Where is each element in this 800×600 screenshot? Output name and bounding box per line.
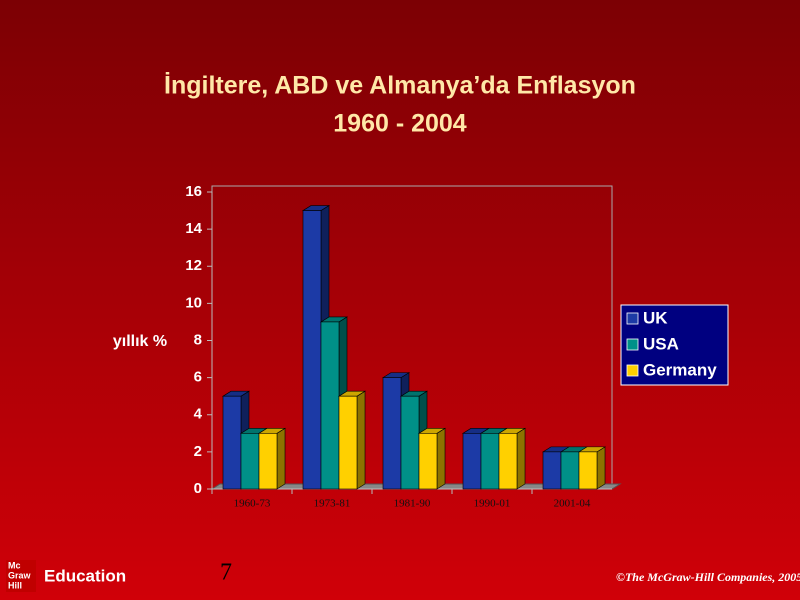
bar — [257, 427, 287, 490]
logo-text: Mc — [8, 560, 21, 570]
bar — [577, 446, 607, 490]
logo-text: Hill — [8, 580, 22, 590]
logo-name: Education — [44, 566, 126, 585]
y-tick-label: 2 — [194, 443, 202, 460]
bar-front — [382, 377, 402, 490]
y-tick-label: 6 — [194, 369, 202, 386]
y-tick-label: 16 — [185, 183, 202, 200]
x-tick-label: 1973-81 — [314, 498, 351, 510]
legend-label: Germany — [643, 360, 717, 379]
x-tick-label: 1990-01 — [474, 498, 511, 510]
bar — [497, 427, 527, 490]
y-tick-label: 14 — [185, 220, 202, 237]
x-tick-label: 1960-73 — [234, 498, 271, 510]
y-tick-label: 4 — [194, 406, 203, 423]
bar-front — [542, 451, 562, 490]
bar-front — [222, 395, 242, 490]
bar-front — [560, 451, 580, 490]
chart-title: İngiltere, ABD ve Almanya’da Enflasyon — [164, 72, 636, 100]
bar-front — [302, 210, 322, 490]
legend-label: UK — [643, 308, 668, 327]
bar-side — [516, 427, 526, 490]
y-tick-label: 0 — [194, 480, 202, 497]
bar-front — [418, 433, 438, 490]
y-tick-label: 12 — [185, 257, 202, 274]
logo: Mc Graw Hill Education — [6, 560, 126, 592]
legend-label: USA — [643, 334, 679, 353]
legend-swatch — [626, 312, 639, 325]
bar-side — [436, 427, 446, 490]
legend-box — [620, 304, 729, 386]
legend-swatch — [626, 364, 639, 377]
bar-front — [240, 433, 260, 490]
y-tick-label: 10 — [185, 294, 202, 311]
bar-front — [578, 451, 598, 490]
y-tick-label: 8 — [194, 331, 202, 348]
bar-side — [356, 390, 366, 490]
bar-front — [400, 395, 420, 490]
bar-front — [320, 321, 340, 490]
legend-swatch — [626, 338, 639, 351]
bar-front — [498, 433, 518, 490]
bar-front — [338, 395, 358, 490]
bar-front — [462, 433, 482, 490]
chart-subtitle: 1960 - 2004 — [333, 110, 467, 138]
bar-front — [480, 433, 500, 490]
y-axis-label: yıllık % — [113, 333, 167, 350]
bar — [417, 427, 447, 490]
copyright: ©The McGraw-Hill Companies, 2005 — [616, 570, 800, 584]
bar — [337, 390, 367, 490]
x-tick-label: 2001-04 — [554, 498, 591, 510]
page-number: 7 — [220, 560, 232, 586]
bar-side — [276, 427, 286, 490]
bar-front — [258, 433, 278, 490]
bar-side — [596, 446, 606, 490]
logo-box — [6, 560, 36, 592]
logo-text: Graw — [8, 570, 32, 580]
x-tick-label: 1981-90 — [394, 498, 431, 510]
